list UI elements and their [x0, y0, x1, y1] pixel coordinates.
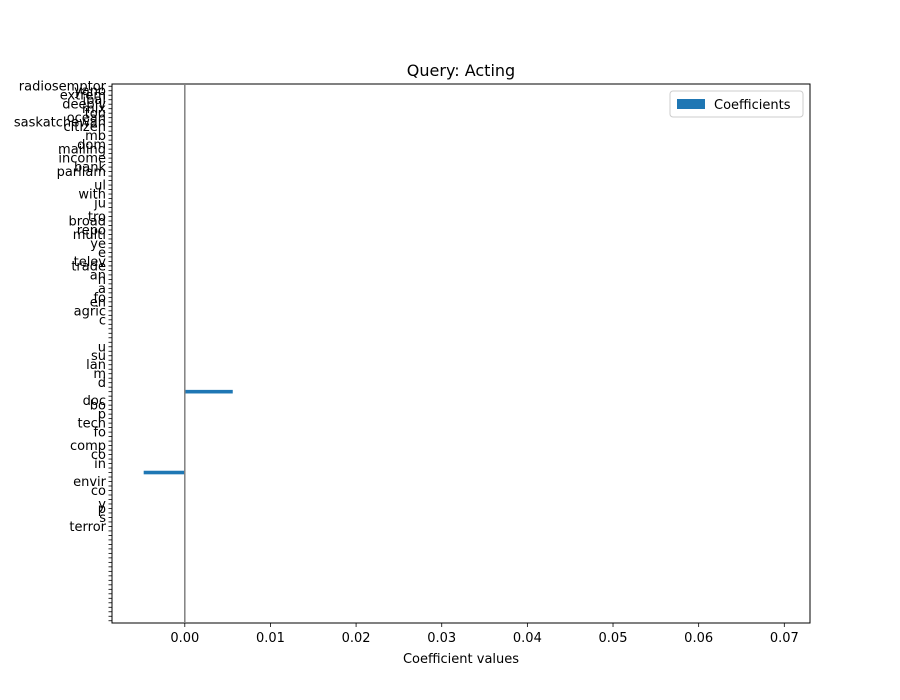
x-tick-label: 0.04	[513, 631, 542, 646]
y-tick-label: ye	[90, 237, 106, 252]
x-axis-label: Coefficient values	[403, 652, 519, 667]
x-tick-label: 0.00	[170, 631, 199, 646]
chart-title: Query: Acting	[407, 61, 515, 80]
y-tick-label: a	[98, 282, 106, 297]
y-tick-label: d	[98, 376, 106, 391]
y-tick-label: citizen	[63, 120, 106, 135]
y-tick-label: h	[98, 273, 106, 288]
y-tick-label: mb	[85, 129, 106, 144]
bar-0-1	[143, 470, 185, 475]
y-tick-label: lan	[86, 358, 106, 373]
y-tick-label: dom	[77, 138, 106, 153]
x-tick-label: 0.02	[342, 631, 371, 646]
y-tick-label: trade	[71, 259, 106, 274]
y-tick-label: c	[99, 313, 106, 328]
y-tick-label: yano	[74, 84, 106, 99]
y-tick-label: an	[90, 268, 106, 283]
y-tick-label: multi	[73, 228, 106, 243]
y-tick-label: e	[98, 246, 106, 261]
x-tick-label: 0.03	[427, 631, 456, 646]
y-tick-label: tech	[78, 417, 106, 432]
y-tick-label: income	[58, 152, 106, 167]
y-tick-label: co	[91, 448, 106, 463]
y-tick-label: fo	[93, 291, 106, 306]
axes-frame	[111, 83, 811, 624]
y-tick-label: m	[93, 367, 106, 382]
y-tick-label: extrem	[60, 89, 106, 104]
x-tick-label: 0.01	[256, 631, 285, 646]
plot-area	[111, 83, 811, 624]
y-tick-label: parliam	[57, 165, 106, 180]
y-tick-label: doc	[83, 394, 106, 409]
y-tick-label: ul	[94, 179, 106, 194]
legend: Coefficients	[669, 90, 804, 118]
y-tick-label: tou	[85, 107, 106, 122]
legend-box	[669, 90, 804, 118]
y-tick-label: bank	[74, 161, 106, 176]
y-tick-label: fo	[93, 426, 106, 441]
x-tick-label: 0.06	[684, 631, 713, 646]
x-tick-label: 0.07	[770, 631, 799, 646]
y-axis: radiosemptoryanoextremibaldeeplymixtouoc…	[14, 80, 112, 622]
y-tick-label: in	[94, 457, 106, 472]
y-tick-label: su	[91, 349, 106, 364]
y-tick-label: tro	[88, 210, 106, 225]
y-tick-label: bo	[90, 399, 106, 414]
x-tick-label: 0.05	[599, 631, 628, 646]
y-tick-label: ju	[93, 197, 106, 212]
y-tick-label: y	[98, 497, 106, 512]
bar-0-0	[184, 389, 233, 394]
y-tick-label: mix	[82, 102, 106, 117]
y-tick-label: ocean	[67, 111, 106, 126]
y-tick-label: p	[98, 408, 106, 423]
y-tick-label: mailing	[58, 143, 106, 158]
legend-swatch	[677, 99, 705, 109]
y-tick-label: radiosemptor	[19, 80, 107, 95]
y-tick-label: s	[99, 511, 106, 526]
legend-label: Coefficients	[714, 98, 791, 113]
y-tick-label: envir	[73, 475, 107, 490]
y-tick-label: co	[91, 484, 106, 499]
y-tick-label: with	[78, 188, 106, 203]
y-tick-label: broad	[69, 214, 106, 229]
y-tick-label: u	[98, 340, 106, 355]
y-tick-label: deeply	[62, 98, 106, 113]
y-tick-label: p	[98, 502, 106, 517]
y-tick-label: agric	[74, 304, 106, 319]
y-tick-label: saskatchewan	[14, 116, 106, 131]
y-tick-label: en	[90, 295, 106, 310]
y-tick-label: comp	[70, 439, 106, 454]
y-tick-label: ibal	[83, 93, 106, 108]
y-tick-label: repo	[77, 223, 106, 238]
y-tick-label: terror	[69, 520, 106, 535]
x-axis: 0.00 0.01 0.02 0.03 0.04 0.05 0.06 0.07	[170, 623, 799, 646]
y-tick-label: telev	[74, 255, 107, 270]
